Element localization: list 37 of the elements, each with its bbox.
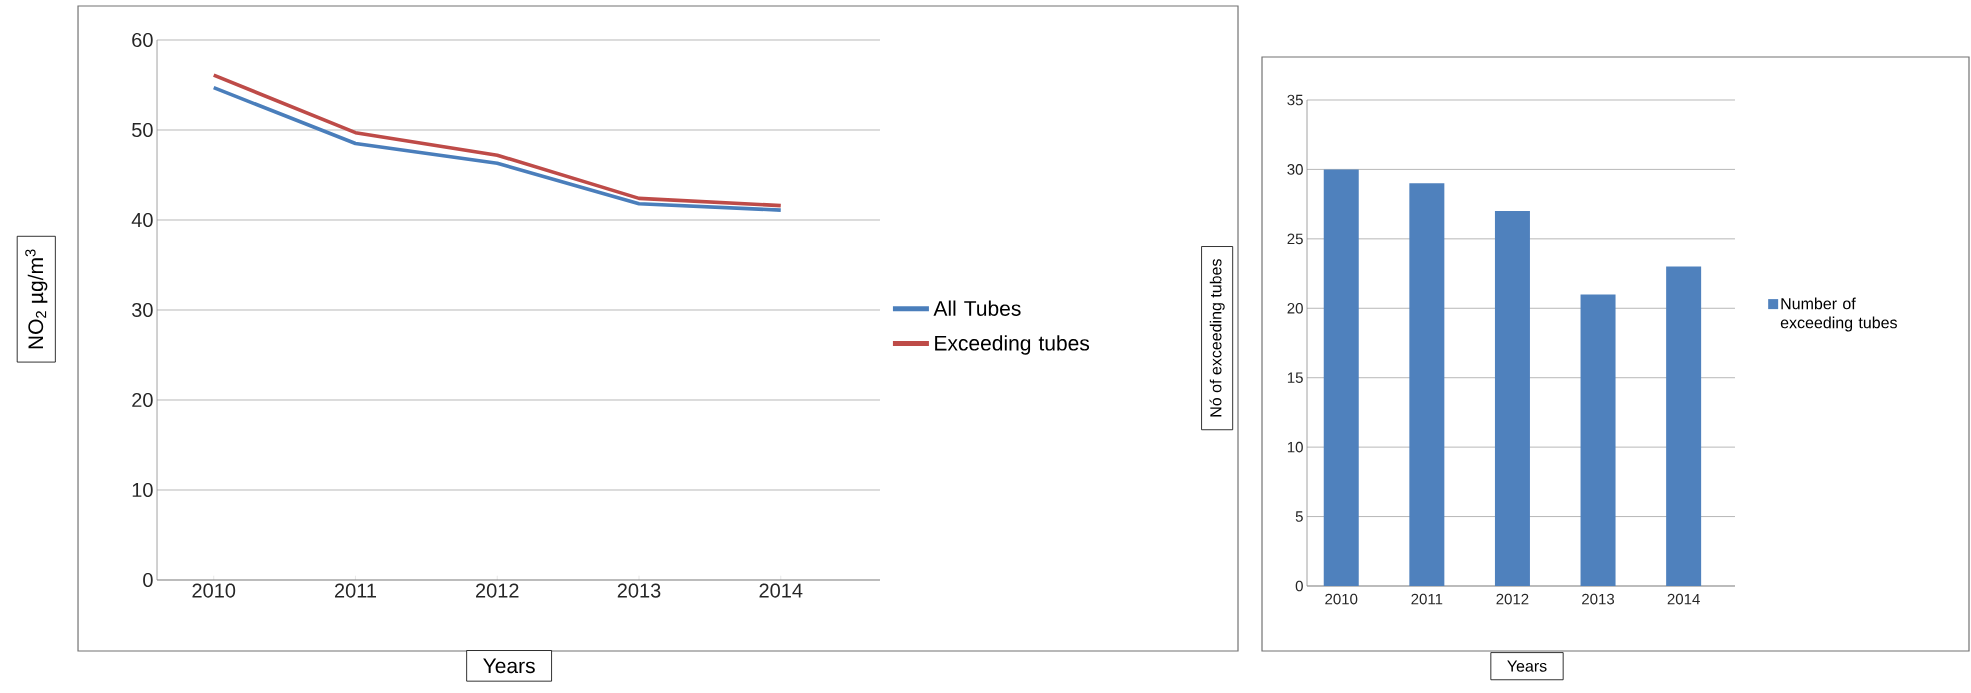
- x-tick-label: 2013: [617, 583, 661, 598]
- y-tick-label: 0: [143, 572, 153, 588]
- y-tick-label: 40: [131, 212, 153, 228]
- y-tick-label: 10: [132, 482, 153, 498]
- legend-label: Exceeding tubes: [935, 335, 1090, 355]
- y-tick-label: 20: [1287, 302, 1303, 314]
- x-tick-label: 2010: [192, 583, 236, 598]
- bar: [1666, 266, 1702, 586]
- y-axis-title: Nó of exceeding tubes: [1209, 259, 1225, 417]
- y-tick-label: 30: [1287, 164, 1303, 175]
- y-tick-label: 30: [132, 302, 153, 318]
- y-axis-title: NO$_{2}$ µg/m$^{3}$: [25, 249, 48, 349]
- x-tick-label: 2014: [759, 583, 803, 598]
- x-tick-label: 2011: [334, 583, 377, 598]
- y-tick-label: 20: [132, 392, 153, 408]
- x-tick-label: 2012: [1496, 593, 1529, 605]
- bar: [1323, 169, 1359, 586]
- legend-label: All Tubes: [933, 300, 1021, 316]
- bar: [1580, 294, 1616, 586]
- x-tick-label: 2010: [1325, 593, 1358, 605]
- bar: [1409, 183, 1445, 586]
- y-tick-label: 10: [1287, 441, 1303, 453]
- y-tick-label: 60: [132, 32, 153, 48]
- y-tick-label: 0: [1295, 580, 1303, 592]
- bar: [1494, 211, 1530, 586]
- y-tick-label: 15: [1287, 372, 1303, 383]
- x-tick-label: 2012: [476, 583, 519, 598]
- x-tick-label: 2014: [1667, 593, 1700, 605]
- legend-label: Number of exceeding tubes: [1780, 297, 1897, 332]
- y-tick-label: 35: [1287, 94, 1303, 106]
- y-tick-label: 5: [1295, 511, 1303, 522]
- x-tick-label: 2011: [1411, 593, 1443, 605]
- y-tick-label: 50: [132, 122, 153, 138]
- x-tick-label: 2013: [1582, 593, 1615, 605]
- x-axis-title: Years: [483, 658, 535, 674]
- y-tick-label: 25: [1287, 233, 1303, 245]
- x-axis-title: Years: [1507, 660, 1547, 672]
